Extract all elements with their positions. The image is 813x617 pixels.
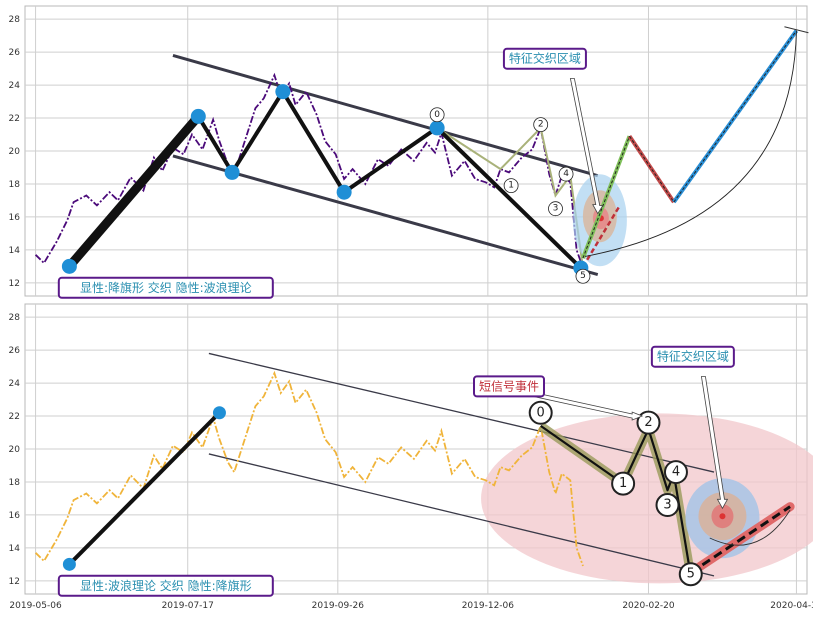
bottom-channel-upper: [208, 352, 715, 473]
wave-label-text: 5: [580, 271, 586, 281]
top-region-arrow: [569, 78, 604, 215]
top-flag-pole: [64, 111, 203, 271]
bottom-chart-panel: 121416182022242628012345短信号事件特征交织区域显性:波浪…: [9, 303, 813, 611]
wave-label-text: 4: [672, 465, 680, 480]
bottom-forecast-line: [689, 505, 791, 574]
top-pivot-point: [275, 84, 291, 100]
wave-label-marker: [528, 400, 553, 425]
wave-label-marker: [548, 201, 563, 217]
bottom-region-arrow: [700, 376, 729, 510]
top-forecast-end-marker: [784, 26, 809, 34]
bottom-flag-pole: [67, 411, 221, 566]
top-y-tick-label: 14: [9, 246, 21, 256]
bottom-event-annotation-label: 短信号事件: [479, 379, 539, 393]
bottom-legend-annotation-box: [57, 574, 274, 597]
wave-label-text: 3: [553, 204, 559, 214]
bottom-y-tick-label: 20: [9, 445, 21, 455]
wave-label-marker: [663, 460, 688, 485]
top-short-forecast: [586, 206, 620, 261]
top-y-tick-label: 16: [9, 213, 21, 223]
bottom-y-tick-label: 12: [9, 577, 20, 587]
wave-label-marker: [636, 410, 661, 435]
top-forecast-leg-dash: [629, 135, 675, 203]
top-y-tick-label: 20: [9, 147, 21, 157]
bottom-forecast-curve: [709, 509, 791, 546]
bottom-x-tick-label: 2020-04-30: [770, 601, 813, 611]
top-target-curve: [584, 30, 797, 257]
top-channel-lower: [172, 154, 599, 277]
top-pivot-point: [429, 120, 445, 136]
wave-label-text: 0: [537, 405, 545, 420]
wave-label-marker: [611, 471, 636, 496]
wave-label-marker: [503, 178, 519, 194]
bottom-event-arrow: [533, 392, 644, 421]
top-pivot-point: [224, 164, 240, 180]
bottom-pivot-point: [212, 406, 226, 420]
wave-label-text: 2: [644, 415, 652, 430]
top-forecast-leg-dash: [673, 30, 797, 203]
wave-label-text: 4: [563, 169, 569, 179]
wave-label-marker: [655, 493, 680, 518]
wave-label-text: 1: [619, 476, 627, 491]
bottom-region-center: [719, 513, 726, 520]
bottom-y-tick-label: 14: [9, 544, 21, 554]
top-region-annotation-box: [502, 47, 587, 70]
top-y-tick-label: 22: [9, 114, 20, 124]
bottom-y-tick-label: 24: [9, 379, 21, 389]
bottom-x-tick-label: 2019-12-06: [462, 601, 515, 611]
top-legend-annotation-box: [57, 276, 274, 299]
wave-label-marker: [575, 268, 591, 284]
wave-label-text: 2: [538, 120, 544, 130]
bottom-price-series: [34, 370, 584, 567]
bottom-x-tick-label: 2019-07-17: [162, 601, 214, 611]
top-channel-upper: [172, 53, 599, 178]
top-pivot-point: [61, 258, 77, 274]
bottom-y-tick-label: 18: [9, 478, 21, 488]
top-zigzag-series: [196, 89, 583, 270]
top-y-tick-label: 24: [9, 81, 21, 91]
bottom-wave-series: [540, 424, 692, 577]
bottom-y-tick-label: 26: [9, 346, 21, 356]
wave-label-marker: [558, 166, 574, 182]
wave-label-marker: [678, 562, 703, 587]
top-y-tick-label: 28: [9, 15, 21, 25]
bottom-pivot-point: [62, 557, 76, 571]
wave-label-text: 0: [434, 110, 440, 120]
bottom-event-annotation-box: [472, 375, 545, 398]
wave-label-marker: [429, 107, 445, 123]
bottom-y-tick-label: 28: [9, 313, 21, 323]
bottom-y-tick-label: 16: [9, 511, 21, 521]
wave-label-text: 3: [663, 498, 671, 513]
bottom-x-tick-label: 2020-02-20: [622, 601, 675, 611]
wave-label-text: 5: [687, 567, 695, 582]
wave-label-text: 1: [508, 181, 514, 191]
top-forecast-leg-dash: [582, 135, 630, 259]
bottom-y-tick-label: 22: [9, 412, 20, 422]
top-legend-annotation-label: 显性:降旗形 交织 隐性:波浪理论: [80, 280, 252, 295]
bottom-region-annotation-box: [650, 345, 735, 368]
wave-label-marker: [533, 117, 549, 133]
top-y-tick-label: 18: [9, 180, 21, 190]
top-wave-overlay: [436, 125, 584, 269]
bottom-x-tick-label: 2019-09-26: [312, 601, 365, 611]
top-pivot-point: [190, 108, 206, 124]
top-y-tick-label: 12: [9, 279, 20, 289]
top-region-annotation-label: 特征交织区域: [509, 51, 581, 66]
bottom-legend-annotation-label: 显性:波浪理论 交织 隐性:降旗形: [80, 578, 252, 593]
bottom-region-annotation-label: 特征交织区域: [657, 349, 729, 364]
bottom-x-tick-label: 2019-05-06: [9, 601, 62, 611]
top-y-tick-label: 26: [9, 48, 21, 58]
bottom-channel-lower: [208, 453, 715, 577]
top-pivot-point: [336, 184, 352, 200]
